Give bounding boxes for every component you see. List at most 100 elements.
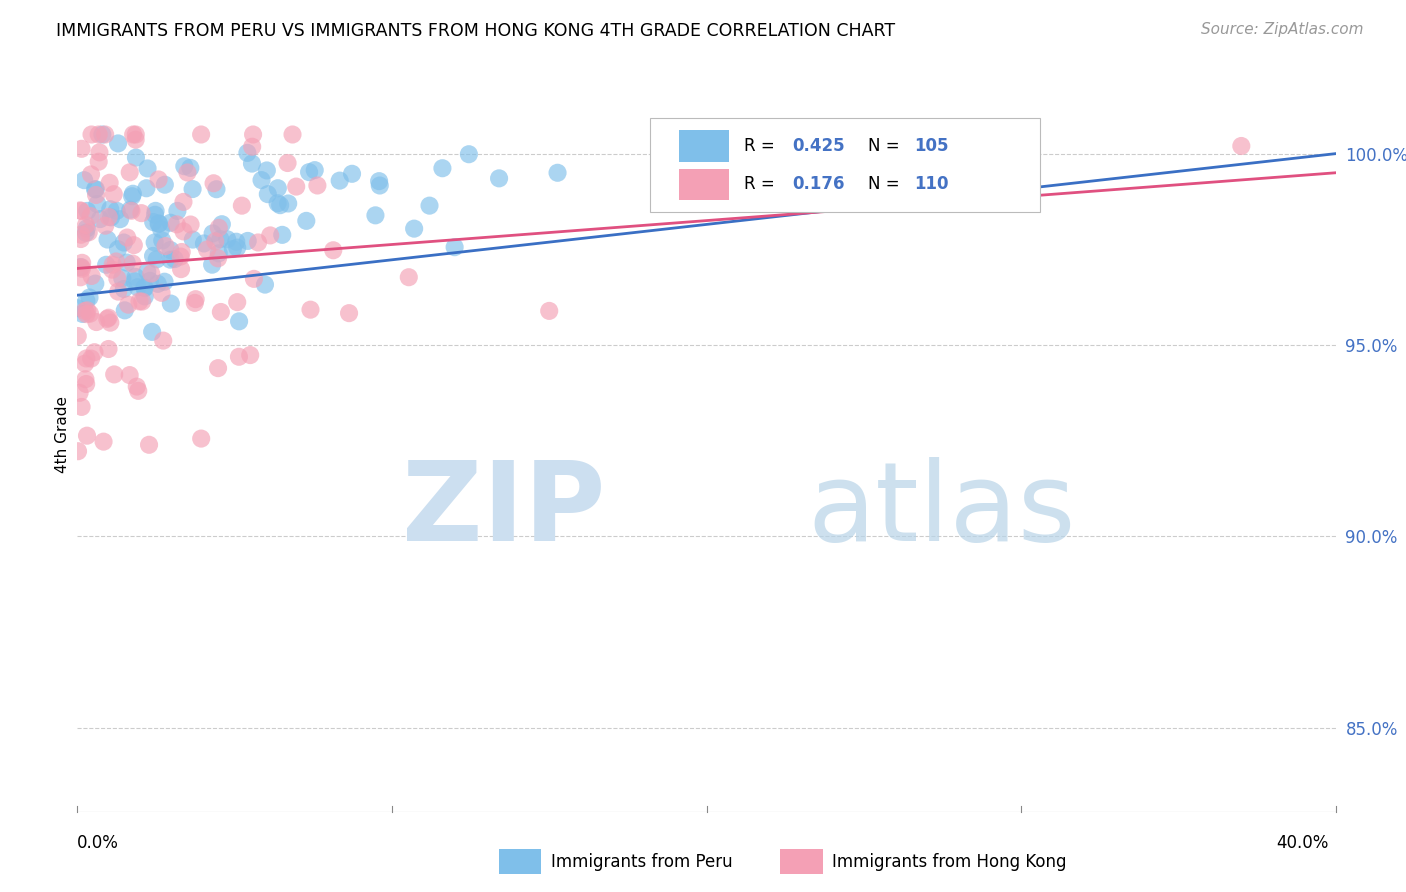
Point — [1230, 139, 1253, 153]
Point — [222, 242, 245, 256]
Point — [76, 428, 98, 442]
Point — [398, 270, 420, 285]
Point — [146, 277, 169, 291]
Point — [295, 214, 318, 228]
Point — [73, 173, 96, 187]
Point — [107, 242, 129, 256]
Point — [76, 307, 98, 321]
Point — [217, 232, 239, 246]
Point — [76, 303, 98, 318]
Point — [125, 379, 148, 393]
Point — [100, 211, 122, 225]
Point — [86, 315, 108, 329]
Point — [208, 246, 231, 260]
Point — [143, 208, 166, 222]
Point — [73, 357, 96, 371]
Point — [228, 314, 250, 328]
Point — [207, 361, 229, 376]
Point — [152, 334, 174, 348]
Point — [153, 275, 176, 289]
Point — [127, 280, 149, 294]
Point — [166, 218, 188, 232]
Point — [69, 232, 91, 246]
Point — [277, 156, 299, 170]
Point — [202, 176, 225, 190]
Point — [209, 232, 232, 246]
Point — [127, 384, 149, 398]
Point — [243, 272, 266, 286]
Point — [155, 239, 177, 253]
Point — [98, 316, 121, 330]
Point — [236, 145, 259, 160]
Point — [84, 182, 107, 196]
Point — [112, 235, 135, 250]
Point — [141, 267, 163, 281]
Point — [84, 182, 107, 196]
Point — [70, 260, 93, 275]
Point — [122, 128, 145, 142]
Point — [97, 342, 120, 356]
Point — [101, 258, 124, 272]
Point — [329, 174, 352, 188]
Point — [86, 197, 108, 211]
Point — [134, 281, 156, 295]
Point — [142, 215, 165, 229]
FancyBboxPatch shape — [650, 119, 1040, 212]
Text: R =: R = — [744, 176, 780, 194]
Point — [124, 269, 146, 284]
Point — [134, 281, 156, 295]
Point — [69, 260, 91, 274]
Text: N =: N = — [868, 137, 904, 155]
Point — [131, 294, 153, 309]
Text: 110: 110 — [914, 176, 949, 194]
Point — [180, 218, 202, 232]
Point — [139, 274, 162, 288]
Point — [225, 235, 247, 249]
Point — [96, 233, 118, 247]
Point — [547, 166, 569, 180]
Point — [160, 296, 183, 310]
Point — [267, 181, 290, 195]
Point — [150, 234, 173, 248]
Point — [70, 204, 93, 219]
Point — [112, 282, 135, 296]
Point — [70, 256, 93, 270]
Point — [209, 305, 232, 319]
Point — [239, 348, 262, 362]
Point — [340, 167, 363, 181]
Point — [75, 372, 97, 386]
Point — [118, 165, 141, 179]
Text: N =: N = — [868, 176, 904, 194]
Point — [72, 307, 94, 321]
Point — [66, 301, 89, 316]
Point — [226, 295, 249, 310]
FancyBboxPatch shape — [679, 130, 730, 162]
Point — [124, 274, 146, 288]
Text: IMMIGRANTS FROM PERU VS IMMIGRANTS FROM HONG KONG 4TH GRADE CORRELATION CHART: IMMIGRANTS FROM PERU VS IMMIGRANTS FROM … — [56, 22, 896, 40]
Point — [66, 329, 89, 343]
Point — [277, 196, 299, 211]
Point — [87, 128, 110, 142]
Point — [193, 236, 215, 251]
Point — [120, 202, 142, 217]
Point — [76, 203, 98, 218]
Point — [69, 385, 91, 400]
Text: atlas: atlas — [807, 457, 1076, 564]
Point — [115, 255, 138, 269]
Point — [75, 376, 97, 391]
Point — [240, 139, 263, 153]
FancyBboxPatch shape — [679, 169, 730, 201]
Point — [269, 198, 291, 212]
Point — [136, 264, 159, 278]
Point — [94, 219, 117, 233]
Point — [242, 128, 264, 142]
Point — [172, 194, 194, 209]
Point — [299, 302, 322, 317]
Point — [457, 147, 479, 161]
Point — [121, 257, 143, 271]
Point — [176, 165, 198, 179]
Point — [83, 345, 105, 359]
Point — [159, 243, 181, 257]
Point — [105, 271, 128, 285]
Y-axis label: 4th Grade: 4th Grade — [55, 396, 70, 474]
